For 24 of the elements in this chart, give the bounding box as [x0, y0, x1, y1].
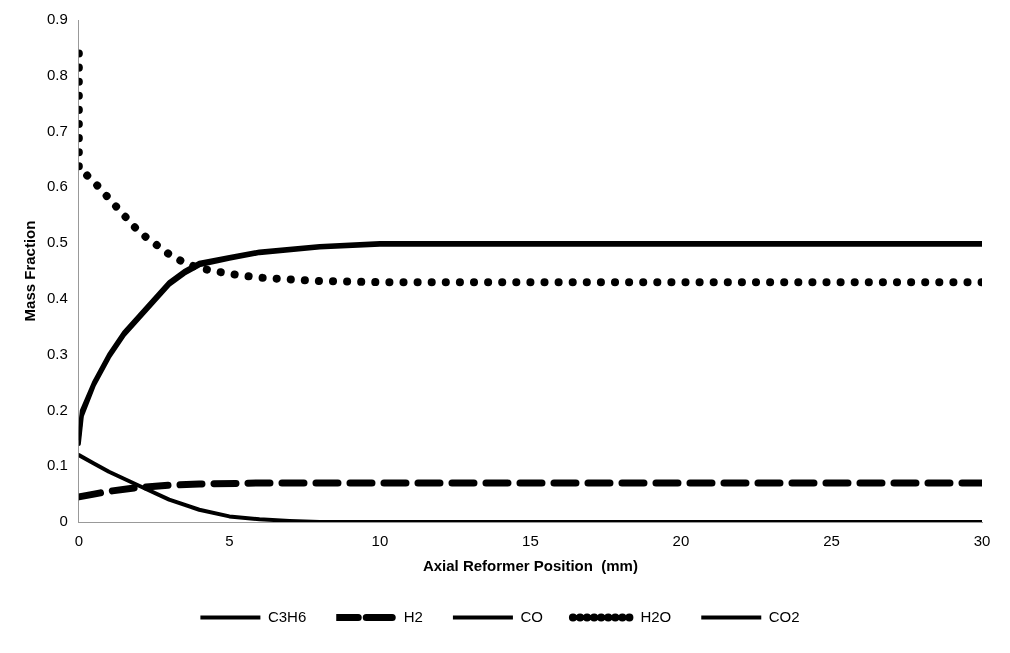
y-tick-label: 0.8 — [46, 65, 68, 83]
x-tick-label: 25 — [823, 532, 840, 550]
legend-label: C3H6 — [267, 607, 307, 625]
x-axis-title: Axial Reformer Position (mm) — [422, 557, 638, 575]
x-tick-label: 20 — [672, 532, 690, 550]
y-tick-label: 0.7 — [46, 121, 68, 139]
y-axis-title: Mass Fraction — [21, 220, 39, 322]
x-tick-label: 15 — [522, 532, 539, 550]
legend-label: H2 — [403, 607, 423, 625]
x-tick-label: 5 — [225, 532, 234, 550]
legend-label: H2O — [640, 607, 672, 625]
y-tick-label: 0.6 — [46, 177, 68, 195]
y-tick-label: 0.2 — [46, 400, 68, 418]
y-tick-label: 0.5 — [46, 233, 68, 251]
legend-label: CO2 — [768, 607, 800, 625]
x-tick-label: 30 — [973, 532, 991, 550]
x-tick-label: 0 — [74, 532, 84, 550]
y-tick-label: 0.9 — [46, 10, 68, 28]
y-tick-label: 0.1 — [46, 456, 68, 474]
y-tick-label: 0.3 — [46, 344, 68, 362]
y-tick-label: 0 — [59, 512, 68, 530]
x-tick-label: 10 — [371, 532, 389, 550]
y-tick-label: 0.4 — [46, 289, 68, 307]
legend-label: CO — [520, 607, 543, 625]
